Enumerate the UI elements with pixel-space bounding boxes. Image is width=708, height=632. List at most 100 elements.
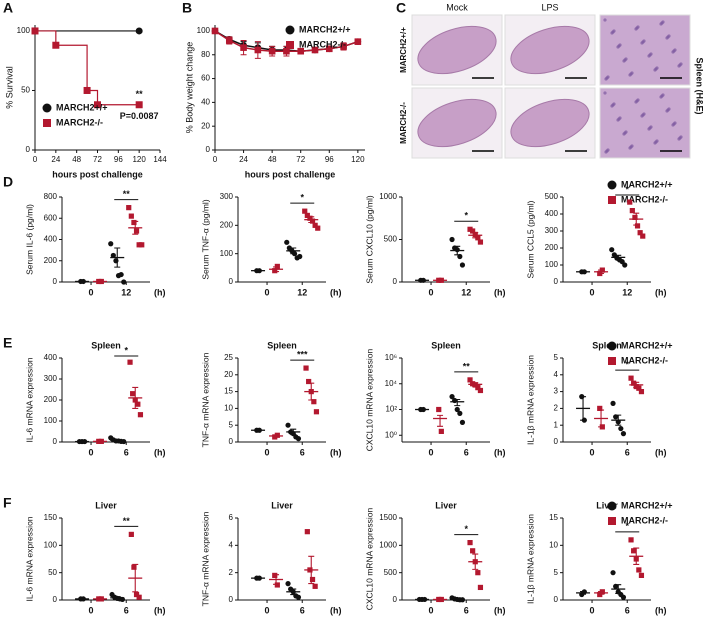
y-tick-label: 500 bbox=[545, 192, 559, 201]
x-tick-label: 6 bbox=[300, 447, 305, 457]
y-tick-label: 150 bbox=[44, 513, 58, 522]
marker bbox=[629, 208, 635, 214]
x-unit: (h) bbox=[330, 605, 342, 615]
cell bbox=[606, 75, 610, 79]
x-tick-label: 0 bbox=[429, 287, 434, 297]
error-bar bbox=[114, 596, 121, 600]
row-label: MARCH2+/+ bbox=[399, 27, 408, 73]
marker bbox=[135, 101, 143, 109]
x-unit: (h) bbox=[154, 605, 166, 615]
significance: *** bbox=[297, 349, 308, 359]
marker bbox=[312, 583, 318, 589]
x-tick-label: 0 bbox=[265, 605, 270, 615]
x-tick-label: 0 bbox=[89, 447, 94, 457]
panel-letter: A bbox=[3, 0, 13, 16]
cell bbox=[655, 139, 659, 143]
x-unit: (h) bbox=[154, 287, 166, 297]
y-tick-label: 0 bbox=[229, 437, 234, 446]
column-label: Mock bbox=[446, 2, 468, 12]
y-tick-label: 400 bbox=[44, 235, 58, 244]
cell bbox=[618, 116, 622, 120]
legend-marker bbox=[286, 41, 294, 49]
y-axis-label: IL-6 mRNA expression bbox=[24, 357, 34, 442]
marker bbox=[83, 86, 91, 94]
marker bbox=[285, 581, 291, 587]
legend-label: MARCH2+/+ bbox=[56, 102, 108, 112]
y-axis-label: CXCL10 mRNA expression bbox=[364, 348, 374, 451]
legend-label: MARCH2-/- bbox=[621, 515, 668, 525]
x-unit: (h) bbox=[494, 447, 506, 457]
marker bbox=[136, 594, 142, 600]
y-axis-label: IL-6 mRNA expression bbox=[24, 516, 34, 601]
marker bbox=[302, 208, 308, 214]
x-tick-label: 24 bbox=[51, 155, 60, 164]
marker bbox=[449, 236, 455, 243]
y-tick-label: 100 bbox=[17, 26, 31, 35]
error-bar bbox=[273, 266, 280, 273]
legend-label: MARCH2-/- bbox=[621, 194, 668, 204]
panel-letter: D bbox=[3, 174, 13, 190]
significance: * bbox=[625, 360, 629, 370]
plot-title: Spleen bbox=[431, 340, 461, 350]
error-bar bbox=[290, 247, 297, 255]
y-tick-label: 500 bbox=[384, 235, 398, 244]
marker bbox=[438, 428, 444, 434]
cell bbox=[624, 57, 628, 61]
y-tick-label: 0 bbox=[554, 595, 559, 604]
cell bbox=[667, 107, 671, 111]
error-bar bbox=[273, 574, 280, 585]
marker bbox=[131, 219, 137, 226]
y-tick-label: 200 bbox=[44, 395, 58, 404]
marker bbox=[475, 570, 481, 576]
x-tick-label: 0 bbox=[590, 605, 595, 615]
legend-label: MARCH2-/- bbox=[56, 117, 103, 127]
marker bbox=[307, 215, 313, 221]
error-bar bbox=[454, 597, 461, 600]
marker bbox=[467, 377, 473, 383]
y-tick-label: 2 bbox=[229, 568, 234, 577]
marker bbox=[274, 263, 280, 270]
error-bar bbox=[437, 414, 444, 427]
y-tick-label: 300 bbox=[220, 192, 234, 201]
error-bar bbox=[132, 563, 139, 593]
plot-title: Liver bbox=[596, 500, 618, 510]
marker bbox=[638, 389, 645, 395]
marker bbox=[295, 436, 302, 442]
x-unit: (h) bbox=[655, 605, 667, 615]
error-bar bbox=[615, 254, 622, 260]
marker bbox=[637, 230, 643, 236]
marker bbox=[284, 239, 290, 245]
marker bbox=[628, 537, 634, 543]
x-tick-label: 12 bbox=[297, 287, 307, 297]
panel-letter: F bbox=[3, 495, 12, 511]
marker bbox=[139, 242, 145, 248]
x-tick-label: 0 bbox=[89, 287, 94, 297]
y-axis-label: Serum CCL5 (pg/ml) bbox=[525, 200, 535, 278]
marker bbox=[436, 406, 442, 413]
cell bbox=[612, 29, 616, 33]
plot-title: Liver bbox=[435, 500, 457, 510]
y-tick-label: 100 bbox=[44, 416, 58, 425]
marker bbox=[304, 529, 310, 535]
significance: * bbox=[625, 521, 629, 531]
legend-label: MARCH2+/+ bbox=[299, 24, 351, 34]
cell bbox=[679, 135, 683, 139]
marker bbox=[636, 385, 642, 391]
plot-title: Liver bbox=[271, 500, 293, 510]
significance: ** bbox=[463, 361, 471, 371]
y-tick-label: 200 bbox=[44, 256, 58, 265]
cell bbox=[642, 112, 646, 116]
error-bar bbox=[615, 414, 622, 426]
marker bbox=[640, 233, 646, 239]
annotation: P=0.0087 bbox=[120, 111, 159, 121]
marker bbox=[94, 101, 101, 109]
error-bar bbox=[132, 220, 139, 235]
x-tick-label: 0 bbox=[265, 287, 270, 297]
x-tick-label: 96 bbox=[325, 155, 334, 164]
cell bbox=[603, 91, 607, 95]
x-unit: (h) bbox=[154, 447, 166, 457]
cell bbox=[655, 66, 659, 70]
x-tick-label: 144 bbox=[153, 155, 167, 164]
y-tick-label: 400 bbox=[545, 209, 559, 218]
x-tick-label: 48 bbox=[268, 155, 277, 164]
